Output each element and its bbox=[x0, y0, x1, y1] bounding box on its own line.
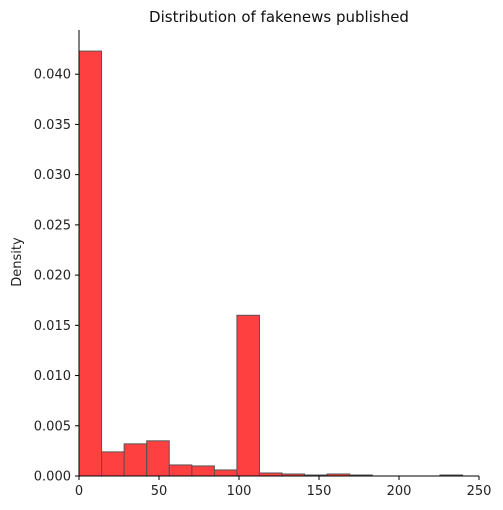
x-tick-label: 150 bbox=[307, 484, 332, 499]
x-tick-label: 250 bbox=[467, 484, 492, 499]
x-ticks: 0 50 100 150 200 250 bbox=[75, 476, 492, 499]
y-tick-label: 0.010 bbox=[34, 369, 71, 384]
histogram-bar bbox=[213, 469, 238, 477]
y-ticks: 0.000 0.005 0.010 0.015 0.020 0.025 0.030 0.035… bbox=[34, 68, 79, 485]
histogram-bar bbox=[236, 314, 260, 477]
y-axis-label: Density bbox=[10, 237, 25, 287]
y-tick-label: 0.035 bbox=[34, 118, 71, 133]
histogram-bar bbox=[101, 451, 125, 477]
y-tick-label: 0.020 bbox=[34, 269, 71, 284]
y-tick-label: 0.000 bbox=[34, 470, 71, 485]
histogram-bar bbox=[123, 443, 148, 477]
histogram-bar bbox=[78, 50, 103, 477]
x-tick-label: 200 bbox=[387, 484, 412, 499]
x-tick-label: 0 bbox=[75, 484, 83, 499]
y-tick-label: 0.040 bbox=[34, 68, 71, 83]
y-tick-label: 0.025 bbox=[34, 218, 71, 233]
chart-title: Distribution of fakenews published bbox=[149, 8, 409, 26]
y-tick-label: 0.015 bbox=[34, 319, 71, 334]
histogram-bar bbox=[168, 464, 193, 477]
histogram-bar bbox=[191, 465, 215, 477]
x-tick-label: 100 bbox=[227, 484, 252, 499]
bars-group bbox=[78, 50, 464, 477]
y-tick-label: 0.030 bbox=[34, 168, 71, 183]
histogram-bar bbox=[146, 440, 170, 477]
x-tick-label: 50 bbox=[151, 484, 168, 499]
y-tick-label: 0.005 bbox=[34, 419, 71, 434]
